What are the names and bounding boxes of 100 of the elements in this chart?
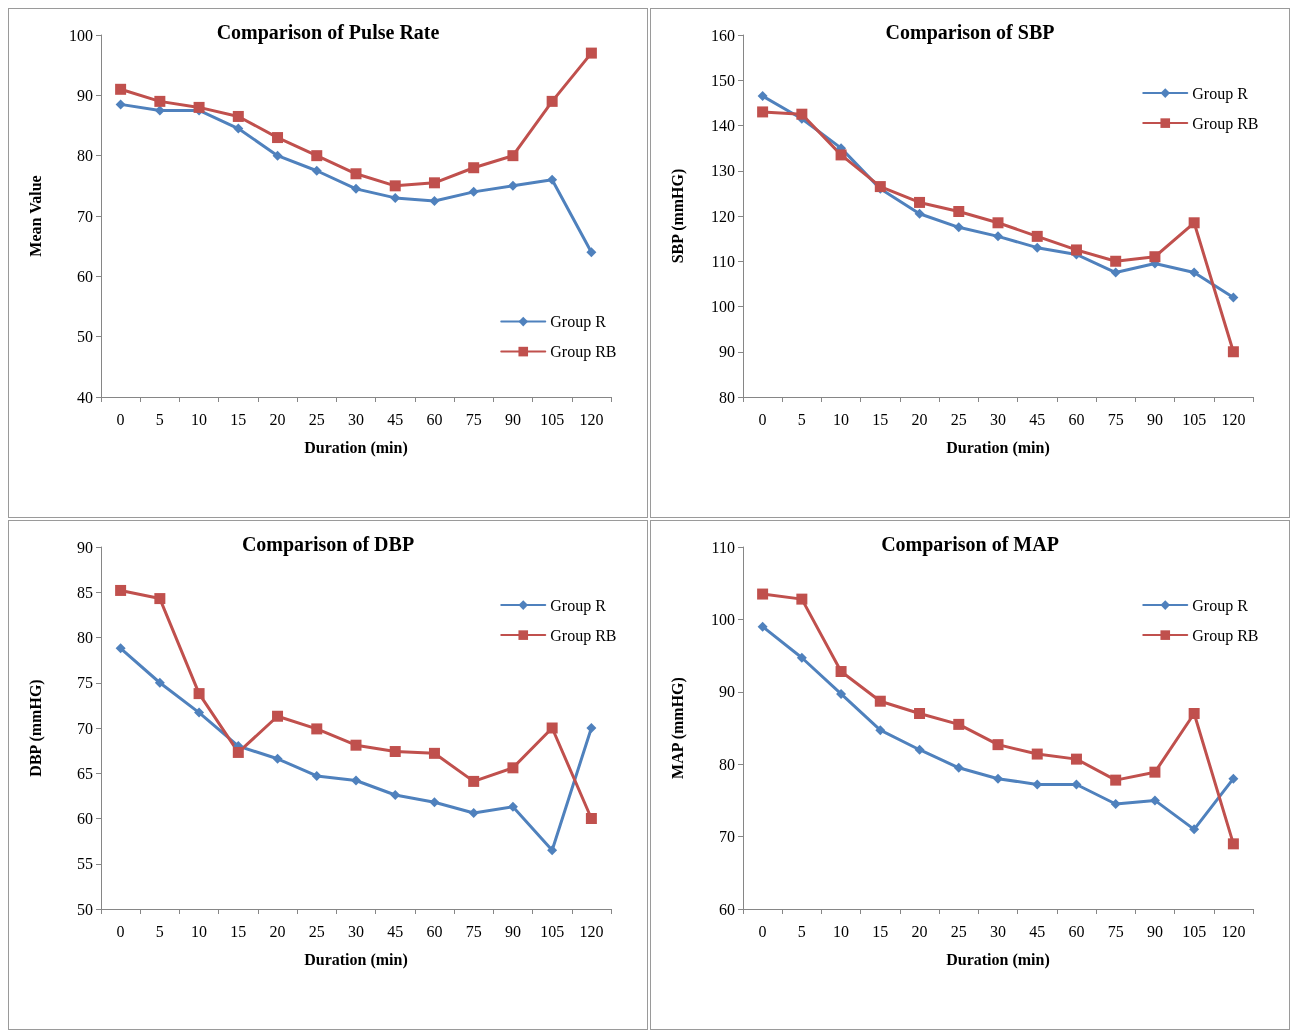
point [914, 708, 926, 720]
x-tick-label: 15 [230, 922, 247, 940]
point [914, 744, 925, 755]
point [757, 106, 769, 118]
x-tick-label: 5 [155, 922, 164, 940]
point [468, 162, 480, 174]
y-tick-label: 80 [77, 147, 93, 165]
point [468, 186, 479, 197]
point [428, 177, 440, 189]
point [115, 643, 126, 654]
x-tick-label: 25 [308, 922, 325, 940]
legend-label: Group RB [1192, 626, 1259, 645]
point [1189, 824, 1200, 835]
y-tick-label: 50 [77, 900, 93, 918]
y-tick-label: 130 [711, 162, 735, 180]
x-tick-label: 75 [465, 410, 482, 428]
x-tick-label: 90 [504, 410, 521, 428]
y-tick-label: 70 [77, 719, 93, 737]
x-tick-label: 25 [308, 410, 325, 428]
y-tick-label: 90 [719, 343, 735, 361]
y-tick-label: 55 [77, 855, 93, 873]
point [953, 205, 965, 217]
x-tick-label: 60 [426, 410, 443, 428]
legend-label: Group RB [1192, 114, 1259, 133]
point [468, 808, 479, 819]
x-tick-label: 0 [758, 922, 767, 940]
x-tick-label: 45 [1029, 922, 1046, 940]
point [350, 168, 362, 180]
point [154, 677, 165, 688]
point [796, 108, 808, 120]
point [1110, 255, 1122, 267]
point [1228, 773, 1239, 784]
x-tick-label: 120 [1221, 410, 1246, 428]
y-tick-label: 140 [711, 117, 735, 134]
point [154, 593, 166, 605]
y-tick-label: 100 [69, 26, 93, 44]
point [1149, 251, 1161, 263]
x-tick-label: 75 [1107, 922, 1124, 940]
x-tick-label: 120 [579, 410, 604, 428]
x-tick-label: 10 [833, 410, 850, 428]
point [115, 584, 127, 596]
point [507, 150, 519, 162]
legend-label: Group R [1192, 596, 1249, 615]
point [835, 149, 847, 161]
x-tick-label: 105 [1182, 922, 1207, 940]
y-tick-label: 65 [77, 764, 93, 782]
point [914, 208, 925, 219]
x-tick-label: 45 [387, 922, 404, 940]
point [311, 165, 322, 176]
y-tick-label: 120 [711, 207, 735, 225]
chart-title: Comparison of MAP [881, 533, 1059, 556]
x-tick-label: 75 [465, 922, 482, 940]
point [233, 123, 244, 134]
point [874, 695, 886, 707]
point [193, 101, 205, 113]
x-tick-label: 0 [116, 410, 125, 428]
x-tick-label: 0 [116, 922, 125, 940]
point [1070, 244, 1082, 256]
point [953, 762, 964, 773]
point [115, 83, 127, 95]
y-axis-title: Mean Value [26, 175, 44, 257]
x-tick-label: 20 [269, 922, 286, 940]
chart-title: Comparison of Pulse Rate [216, 21, 440, 44]
point [272, 150, 283, 161]
x-tick-label: 120 [579, 922, 604, 940]
point [1227, 346, 1239, 358]
x-axis-title: Duration (min) [946, 950, 1050, 969]
point [993, 773, 1003, 784]
point [1188, 217, 1200, 229]
point [585, 47, 597, 59]
x-tick-label: 120 [1221, 922, 1246, 940]
point [429, 797, 440, 808]
point [1228, 292, 1239, 303]
point [757, 621, 768, 632]
point [1188, 708, 1200, 720]
point [1149, 766, 1161, 778]
x-tick-label: 30 [990, 410, 1006, 428]
x-tick-label: 5 [155, 410, 164, 428]
y-tick-label: 90 [719, 683, 735, 701]
point [311, 723, 323, 735]
x-tick-label: 15 [872, 410, 889, 428]
point [585, 813, 597, 824]
x-tick-label: 0 [758, 410, 767, 428]
point [796, 652, 807, 663]
point [154, 95, 166, 107]
legend-label: Group RB [550, 626, 617, 645]
point [1189, 267, 1200, 278]
y-tick-label: 50 [77, 328, 93, 346]
x-tick-label: 30 [348, 922, 364, 940]
y-tick-label: 100 [711, 298, 735, 315]
point [232, 110, 244, 122]
point [546, 95, 558, 107]
legend-label: Group R [550, 313, 607, 332]
point [953, 718, 965, 730]
point [389, 746, 401, 758]
point [311, 150, 323, 162]
x-tick-label: 105 [540, 922, 565, 940]
point [115, 99, 126, 110]
point [272, 132, 284, 144]
legend-label: Group RB [550, 343, 617, 362]
